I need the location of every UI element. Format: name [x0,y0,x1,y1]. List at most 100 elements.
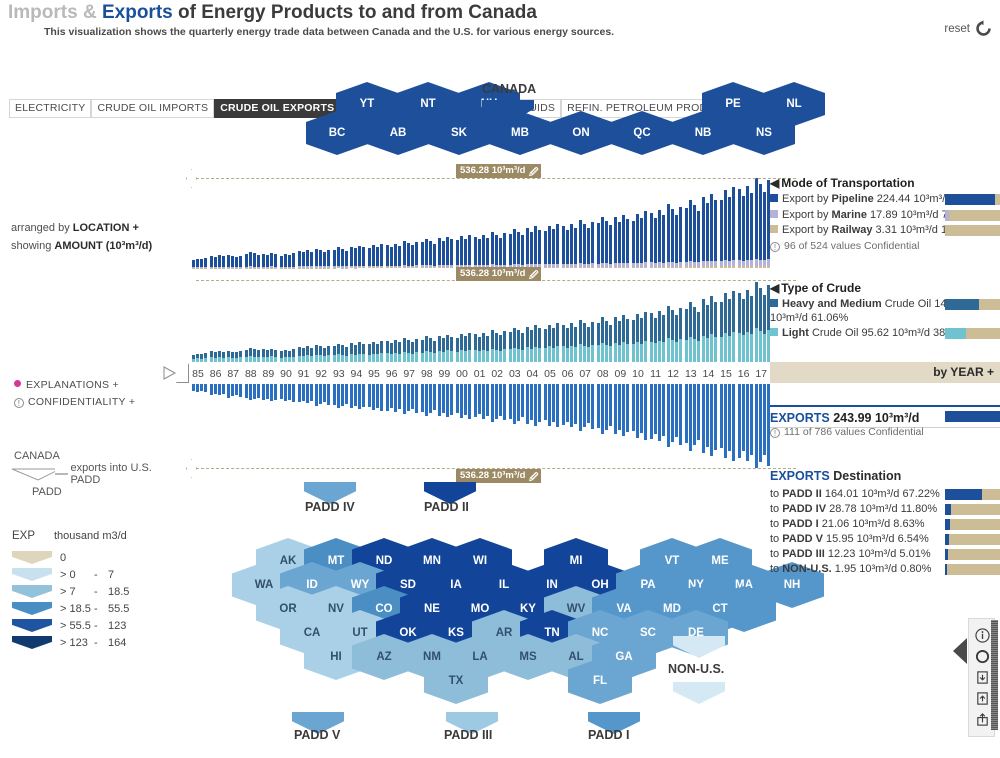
chart-bar[interactable] [495,234,499,268]
chart-group-09[interactable] [614,384,630,437]
chart-bar[interactable] [644,312,647,362]
chart-group-95[interactable] [368,244,383,268]
chart-bar[interactable] [292,384,295,403]
chart-bar[interactable] [626,219,630,268]
chart-group-04[interactable] [526,325,542,362]
chart-group-93[interactable] [332,247,348,268]
chart-group-16[interactable] [737,185,753,268]
chart-bar[interactable] [649,313,653,362]
chart-bar[interactable] [485,335,489,363]
chart-bar[interactable] [684,208,688,268]
chart-group-88[interactable] [244,347,260,362]
chart-group-17[interactable] [755,178,771,268]
chart-group-07[interactable] [579,220,595,268]
chart-bar[interactable] [565,328,569,362]
chart-bar[interactable] [235,257,239,268]
chart-bar[interactable] [661,315,665,362]
chart-bar[interactable] [745,384,749,462]
chart-bar[interactable] [671,310,675,362]
chart-group-00[interactable] [456,234,471,268]
chart-group-13[interactable] [684,199,700,268]
chart-bar[interactable] [759,288,763,362]
chart-bar[interactable] [710,296,714,362]
chart-bar[interactable] [741,196,745,268]
chart-bar[interactable] [460,384,463,418]
chart-bar[interactable] [587,384,591,424]
chart-bar[interactable] [503,384,507,421]
chart-bar[interactable] [684,384,688,443]
chart-bar[interactable] [362,247,366,268]
chart-bar[interactable] [393,243,397,268]
chart-bar[interactable] [640,384,643,434]
chart-bar[interactable] [675,214,679,268]
chart-bar[interactable] [618,321,622,362]
chart-group-85[interactable] [192,384,207,393]
chart-bar[interactable] [583,384,587,428]
chart-bar[interactable] [305,346,309,362]
chart-bar[interactable] [552,229,555,268]
chart-group-15[interactable] [720,384,735,461]
chart-bar[interactable] [526,384,530,424]
chart-bar[interactable] [323,384,327,403]
chart-bar[interactable] [526,326,530,362]
chart-bar[interactable] [737,292,741,362]
chart-bar[interactable] [244,349,248,362]
chart-bar[interactable] [512,327,516,362]
chart-bar[interactable] [227,350,231,362]
chart-bar[interactable] [204,258,207,268]
chart-bar[interactable] [491,329,495,362]
chart-group-14[interactable] [702,384,718,457]
chart-bar[interactable] [587,228,591,268]
chart-bar[interactable] [544,231,547,268]
chart-bar[interactable] [235,384,239,396]
chart-bar[interactable] [438,335,442,362]
chart-bar[interactable] [632,320,635,362]
chart-group-12[interactable] [667,204,683,268]
chart-bar[interactable] [438,384,442,417]
year-label-00[interactable]: 00 [456,368,468,380]
chart-group-88[interactable] [244,251,260,268]
chart-bar[interactable] [221,256,225,268]
chart-bar[interactable] [442,240,446,268]
chart-bar[interactable] [745,185,749,268]
axis-handle-top[interactable] [186,169,197,188]
year-label-89[interactable]: 89 [262,368,275,380]
chart-group-01[interactable] [473,384,489,419]
year-label-95[interactable]: 95 [368,368,380,380]
chart-bar[interactable] [767,384,771,466]
chart-bar[interactable] [323,347,327,362]
chart-bar[interactable] [640,218,643,268]
chart-bar[interactable] [252,348,256,362]
chart-bar[interactable] [385,384,389,411]
chart-bar[interactable] [538,328,542,362]
year-label-07[interactable]: 07 [579,368,592,380]
chart-bar[interactable] [636,384,639,438]
chart-bar[interactable] [749,192,753,268]
chart-bar[interactable] [362,384,366,408]
chart-bar[interactable] [675,314,679,362]
chart-bar[interactable] [231,256,235,268]
chart-bar[interactable] [456,337,459,362]
chart-group-10[interactable] [632,312,647,362]
chart-bar[interactable] [407,340,411,362]
chart-bar[interactable] [428,338,432,362]
chart-bar[interactable] [385,341,389,362]
chart-bar[interactable] [618,221,622,268]
chart-group-08[interactable] [596,217,612,268]
download-page-icon[interactable] [969,667,996,688]
chart-bar[interactable] [450,384,454,415]
chart-bar[interactable] [696,311,700,362]
chart-bar[interactable] [336,343,340,362]
chart-bar[interactable] [732,186,735,268]
chart-bar[interactable] [200,384,203,392]
chart-bar[interactable] [556,323,559,362]
chart-bar[interactable] [196,384,199,392]
chart-bar[interactable] [702,299,706,362]
year-label-90[interactable]: 90 [280,368,292,380]
chart-bar[interactable] [344,384,348,404]
chart-bar[interactable] [192,384,195,391]
chart-bar[interactable] [614,217,618,268]
chart-bar[interactable] [661,215,665,268]
chart-group-89[interactable] [262,252,278,268]
chart-bar[interactable] [239,255,243,268]
